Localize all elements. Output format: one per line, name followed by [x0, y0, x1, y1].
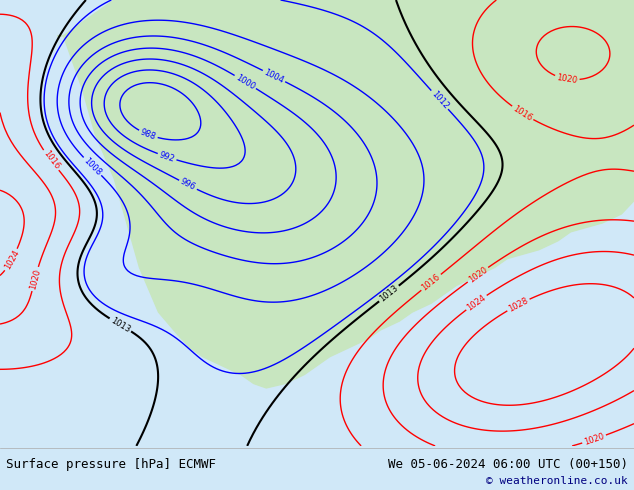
Text: Surface pressure [hPa] ECMWF: Surface pressure [hPa] ECMWF — [6, 458, 216, 471]
Text: 1020: 1020 — [556, 73, 578, 85]
Text: 1024: 1024 — [3, 248, 21, 271]
Text: 1020: 1020 — [583, 432, 605, 447]
Polygon shape — [57, 0, 634, 388]
Text: 1020: 1020 — [467, 265, 489, 284]
Text: 1020: 1020 — [28, 268, 42, 290]
Text: © weatheronline.co.uk: © weatheronline.co.uk — [486, 476, 628, 486]
Text: 1013: 1013 — [378, 283, 400, 304]
Text: 1004: 1004 — [262, 67, 285, 85]
Text: 992: 992 — [158, 150, 176, 164]
Text: 1024: 1024 — [465, 293, 488, 312]
Text: 1028: 1028 — [507, 296, 530, 314]
Text: 988: 988 — [139, 127, 157, 142]
Text: 1012: 1012 — [429, 89, 450, 111]
Text: 996: 996 — [179, 177, 197, 193]
Text: 1016: 1016 — [420, 272, 442, 293]
Text: 1016: 1016 — [41, 149, 61, 172]
Text: 1016: 1016 — [511, 104, 534, 122]
Polygon shape — [507, 13, 634, 89]
Text: 1000: 1000 — [234, 73, 257, 91]
Text: 1008: 1008 — [82, 156, 103, 177]
Text: We 05-06-2024 06:00 UTC (00+150): We 05-06-2024 06:00 UTC (00+150) — [387, 458, 628, 471]
Text: 1013: 1013 — [109, 316, 132, 334]
